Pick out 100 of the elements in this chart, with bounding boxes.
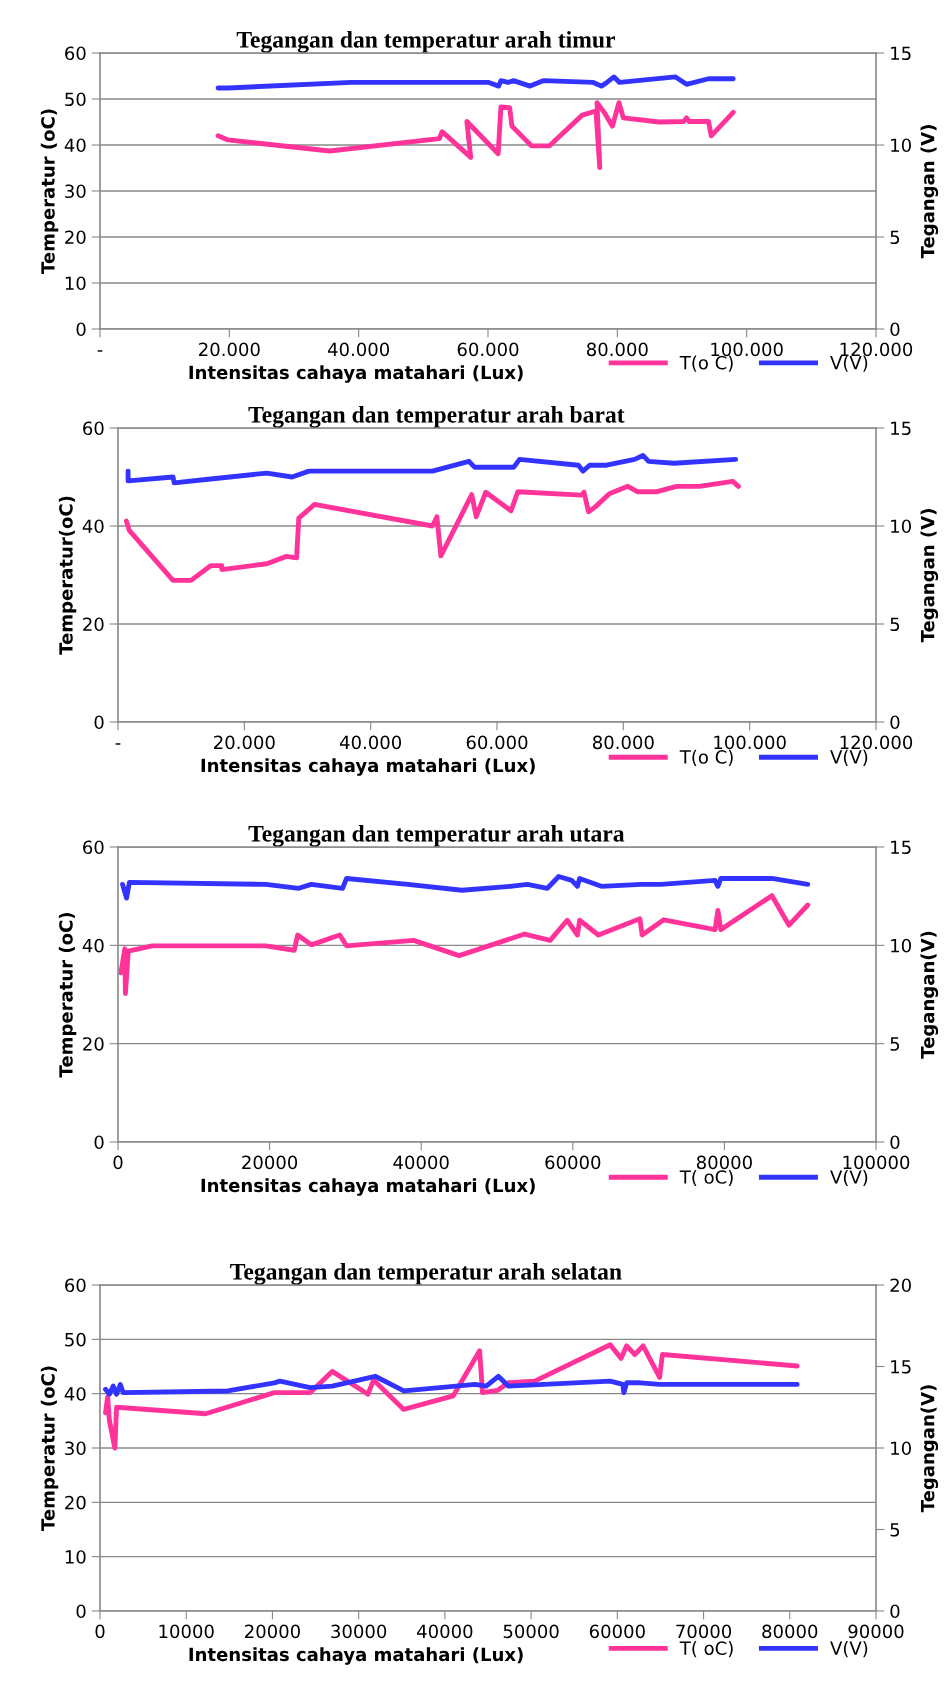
x-axis-title: Intensitas cahaya matahari (Lux): [201, 1178, 535, 1196]
y2-axis-title: Tegangan (V): [920, 125, 939, 259]
y-axis-title: Temperatur(oC): [58, 496, 77, 655]
x-tick-label: 70000: [676, 1624, 732, 1639]
y-tick-label: 20: [83, 1037, 104, 1051]
y2-tick-label: 5: [890, 1037, 900, 1051]
x-tick-label: 40.000: [339, 735, 402, 750]
y-tick-label: 40: [64, 138, 86, 153]
y-tick-label: 10: [65, 276, 86, 291]
y2-axis-title: Tegangan(V): [920, 1385, 939, 1513]
y2-tick-label: 15: [891, 1360, 911, 1374]
y2-axis-title: Tegangan(V): [920, 931, 939, 1059]
chart-title: Tegangan dan temperatur arah selatan: [230, 1263, 622, 1285]
x-tick-label: 60.000: [457, 342, 519, 357]
y-tick-label: 60: [83, 421, 104, 436]
x-tick-label: 90000: [848, 1624, 904, 1639]
y-tick-label: 60: [65, 46, 86, 61]
y2-tick-label: 5: [890, 1523, 900, 1537]
y-axis-title: Temperatur (oC): [40, 109, 59, 274]
y-tick-label: 0: [76, 1604, 86, 1619]
y-tick-label: 60: [65, 1278, 86, 1293]
y2-tick-label: 0: [890, 715, 900, 730]
line-series: [120, 874, 811, 901]
x-tick-label: 20000: [245, 1624, 300, 1639]
y-tick-label: 40: [82, 519, 104, 534]
x-tick-label: 30000: [331, 1624, 387, 1639]
line-series: [215, 74, 736, 91]
line-series: [103, 1342, 800, 1451]
x-tick-label: 100000: [843, 1155, 910, 1170]
x-tick-label: 20.000: [199, 342, 260, 357]
y2-tick-label: 5: [890, 617, 900, 632]
legend-label: V(V): [830, 355, 868, 372]
y2-tick-label: 0: [890, 1604, 900, 1619]
x-tick-label: 120.000: [840, 735, 913, 750]
y2-tick-label: 10: [891, 138, 911, 153]
y2-tick-label: 15: [891, 421, 911, 436]
legend-label: V(V): [830, 1641, 868, 1658]
legend-label: T( oC): [679, 1641, 733, 1658]
x-tick-label: 20.000: [214, 735, 275, 750]
x-tick-label: 0: [113, 1155, 123, 1170]
y-tick-label: 40: [64, 1387, 86, 1401]
y-tick-label: 10: [65, 1550, 86, 1564]
x-tick-label: -: [97, 350, 103, 352]
x-tick-label: 120.000: [840, 342, 913, 357]
line-series: [123, 478, 741, 583]
x-tick-label: 80000: [696, 1155, 752, 1170]
x-tick-label: 10000: [159, 1624, 214, 1639]
y-tick-label: 40: [82, 938, 104, 953]
chart-title: Tegangan dan temperatur arah barat: [248, 406, 625, 428]
y-tick-label: 30: [65, 184, 86, 199]
line-series: [215, 100, 736, 170]
legend-label: V(V): [830, 1169, 868, 1186]
x-tick-label: 50000: [503, 1624, 559, 1639]
y-tick-label: 50: [65, 92, 86, 107]
x-tick-label: 60000: [589, 1624, 645, 1639]
chart-title: Tegangan dan temperatur arah utara: [248, 825, 625, 847]
y2-tick-label: 5: [890, 230, 900, 245]
y2-tick-label: 10: [891, 1441, 911, 1456]
x-axis-title: Intensitas cahaya matahari (Lux): [189, 1647, 523, 1665]
legend-label: T( oC): [679, 1169, 733, 1186]
x-tick-label: 40000: [417, 1624, 473, 1639]
x-tick-label: 40.000: [327, 342, 390, 357]
x-tick-label: 80000: [762, 1624, 818, 1639]
y2-tick-label: 10: [891, 938, 911, 953]
y2-axis-title: Tegangan (V): [920, 509, 939, 643]
y2-tick-label: 0: [890, 322, 900, 337]
x-tick-label: 80.000: [586, 342, 648, 357]
y-tick-label: 20: [65, 1495, 86, 1510]
x-tick-label: 20000: [242, 1155, 298, 1170]
x-tick-label: 60000: [545, 1155, 601, 1170]
x-tick-label: 100.000: [714, 735, 786, 750]
y-tick-label: 20: [65, 230, 86, 245]
x-axis-title: Intensitas cahaya matahari (Lux): [189, 365, 523, 383]
y-tick-label: 0: [76, 322, 86, 337]
y-tick-label: 60: [83, 840, 104, 855]
x-axis-title: Intensitas cahaya matahari (Lux): [201, 758, 535, 776]
legend-label: V(V): [830, 749, 868, 766]
y-tick-label: 20: [83, 617, 104, 632]
y2-tick-label: 20: [890, 1278, 911, 1293]
legend-label: T(o C): [679, 749, 733, 766]
y-tick-label: 0: [94, 1135, 104, 1150]
chart-title: Tegangan dan temperatur arah timur: [236, 31, 615, 53]
line-series: [118, 893, 811, 996]
y2-tick-label: 15: [891, 46, 911, 61]
line-series: [103, 1373, 800, 1397]
y-axis-title: Temperatur (oC): [58, 913, 77, 1078]
y2-tick-label: 0: [890, 1135, 900, 1150]
y-axis-title: Temperatur (oC): [40, 1366, 59, 1531]
x-tick-label: -: [115, 743, 121, 745]
y-tick-label: 50: [65, 1332, 86, 1347]
x-tick-label: 60.000: [466, 735, 528, 750]
x-tick-label: 80.000: [592, 735, 654, 750]
line-series: [125, 453, 739, 486]
x-tick-label: 40000: [393, 1155, 449, 1170]
y2-tick-label: 15: [891, 840, 911, 855]
y-tick-label: 0: [94, 715, 104, 730]
y-tick-label: 30: [65, 1441, 86, 1456]
x-tick-label: 100.000: [711, 342, 783, 357]
legend-label: T(o C): [679, 355, 733, 372]
y2-tick-label: 10: [891, 519, 911, 534]
